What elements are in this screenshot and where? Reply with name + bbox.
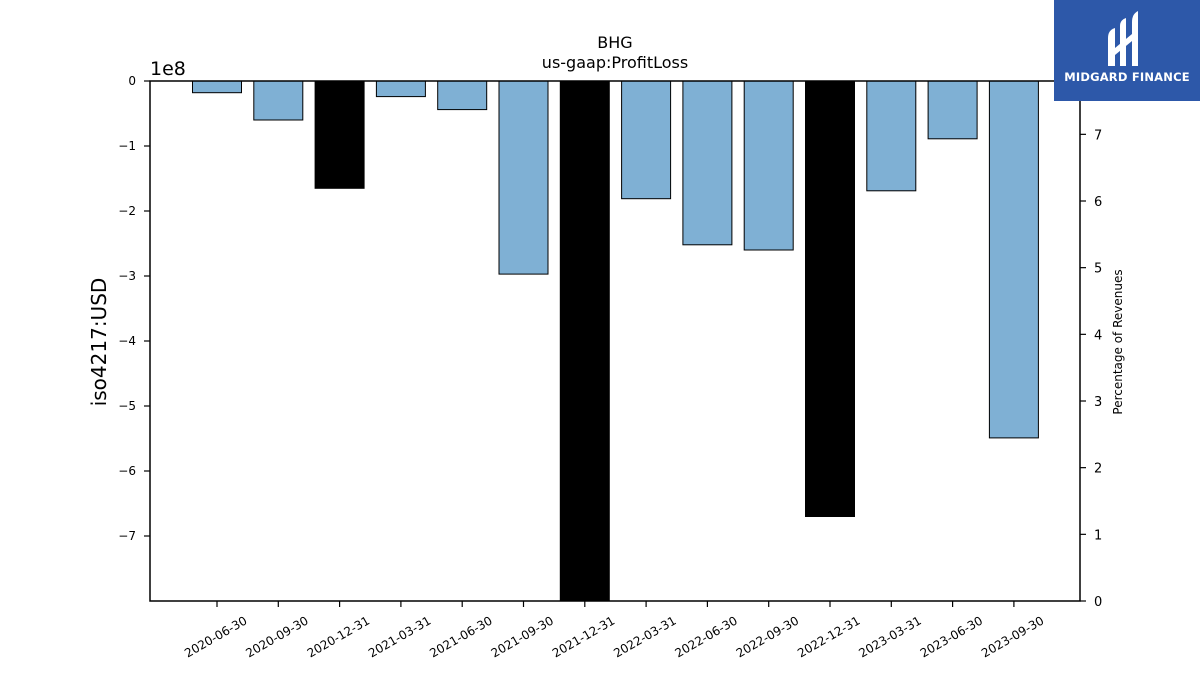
x-tick-label-2021-12-31: 2021-12-31 xyxy=(550,613,617,660)
bar-2023-06-30 xyxy=(927,80,978,140)
x-tick-label-2023-03-31: 2023-03-31 xyxy=(856,613,923,660)
y-tick-label: −6 xyxy=(118,464,136,478)
y2-tick-label: 4 xyxy=(1094,328,1102,343)
bar-2021-09-30 xyxy=(498,80,549,275)
x-tick-label-2023-09-30: 2023-09-30 xyxy=(979,613,1046,660)
midgard-logo-icon xyxy=(1108,11,1138,66)
secondary-y-axis-label: Percentage of Revenues xyxy=(1111,269,1125,414)
x-tick-label-2020-06-30: 2020-06-30 xyxy=(182,613,249,660)
y2-tick-label: 3 xyxy=(1094,395,1102,410)
bar-2022-03-31 xyxy=(621,80,672,200)
y-axis-scale-label: 1e8 xyxy=(150,58,186,80)
x-tick-label-2021-03-31: 2021-03-31 xyxy=(366,613,433,660)
y-tick-label: −4 xyxy=(118,334,136,348)
x-tick-label-2022-06-30: 2022-06-30 xyxy=(672,613,739,660)
y2-tick-label: 0 xyxy=(1094,595,1102,610)
bar-2022-12-31 xyxy=(805,80,855,517)
x-tick-label-2022-12-31: 2022-12-31 xyxy=(795,613,862,660)
y-tick-label: −5 xyxy=(118,399,136,413)
bar-2021-06-30 xyxy=(437,80,488,111)
x-tick-label-2020-12-31: 2020-12-31 xyxy=(305,613,372,660)
y-tick-label: −2 xyxy=(118,204,136,218)
y-tick-label: −7 xyxy=(118,529,136,543)
x-tick-label-2022-09-30: 2022-09-30 xyxy=(734,613,801,660)
y-tick-label: −3 xyxy=(118,269,136,283)
midgard-finance-logo: MIDGARD FINANCE xyxy=(1054,0,1200,101)
chart-title: BHG xyxy=(597,33,632,52)
x-tick-label-2021-06-30: 2021-06-30 xyxy=(427,613,494,660)
bar-2021-12-31 xyxy=(559,80,610,602)
bar-2022-06-30 xyxy=(682,80,733,246)
bar-2020-09-30 xyxy=(253,80,304,121)
y-axis-label: iso4217:USD xyxy=(87,278,111,407)
bar-2020-12-31 xyxy=(314,80,365,189)
bar-2023-03-31 xyxy=(866,80,917,192)
y-tick-label: 0 xyxy=(128,74,136,88)
x-tick-label-2021-09-30: 2021-09-30 xyxy=(489,613,556,660)
y2-tick-label: 1 xyxy=(1094,528,1102,543)
bar-2023-09-30 xyxy=(988,80,1039,439)
y2-tick-label: 2 xyxy=(1094,462,1102,477)
bar-2020-06-30 xyxy=(192,80,242,94)
y2-tick-label: 6 xyxy=(1094,195,1102,210)
chart-subtitle: us-gaap:ProfitLoss xyxy=(542,53,688,72)
bar-2022-09-30 xyxy=(743,80,794,251)
logo-text: MIDGARD FINANCE xyxy=(1064,70,1190,84)
bar-2021-03-31 xyxy=(375,80,426,98)
x-tick-label-2020-09-30: 2020-09-30 xyxy=(243,613,310,660)
plot-frame xyxy=(149,80,1081,602)
y2-tick-label: 5 xyxy=(1094,262,1102,277)
y-tick-label: −1 xyxy=(118,139,136,153)
y2-tick-label: 7 xyxy=(1094,128,1102,143)
x-tick-label-2023-06-30: 2023-06-30 xyxy=(918,613,985,660)
x-tick-label-2022-03-31: 2022-03-31 xyxy=(611,613,678,660)
